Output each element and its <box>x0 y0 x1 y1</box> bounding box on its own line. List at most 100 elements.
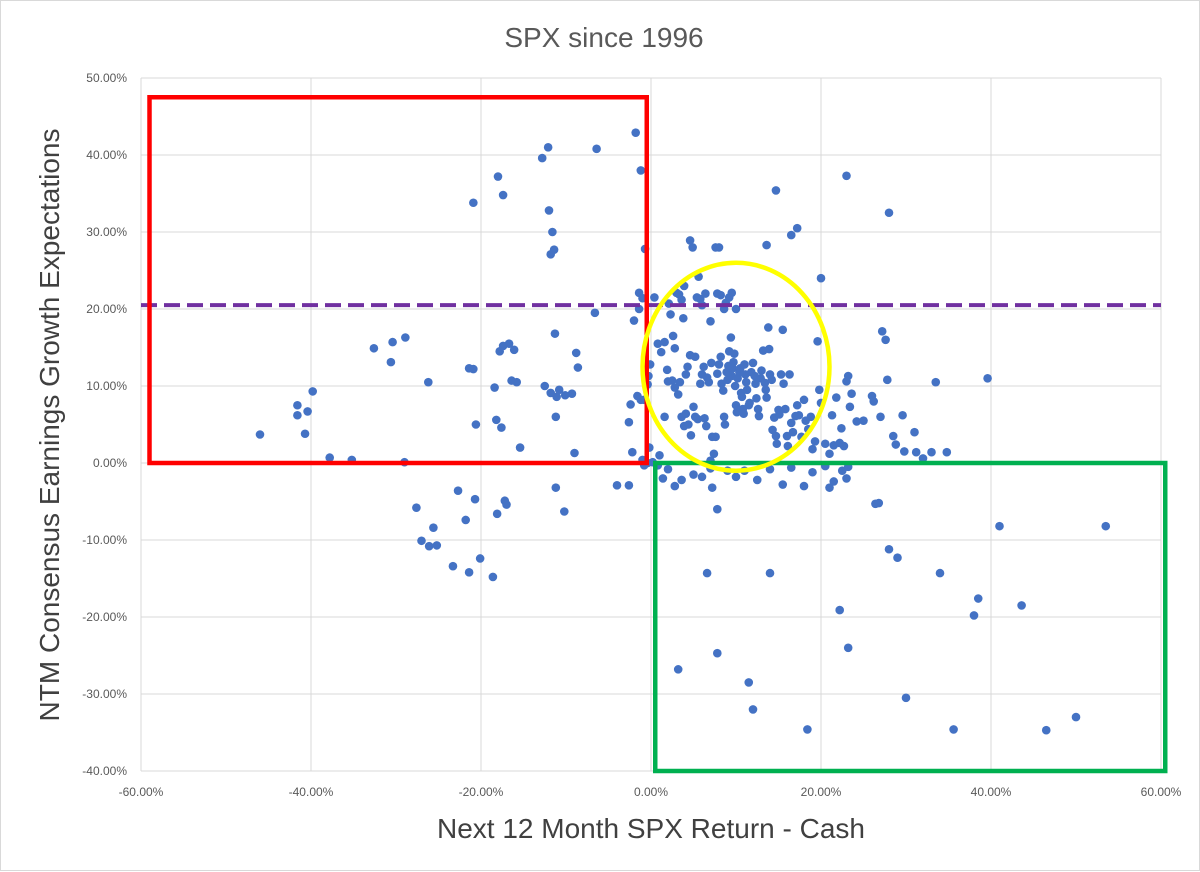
data-point <box>369 343 379 353</box>
x-tick-label: 40.00% <box>971 785 1012 799</box>
data-point <box>634 288 644 298</box>
data-point <box>753 404 763 414</box>
data-point <box>883 375 892 385</box>
data-point <box>549 245 559 255</box>
data-point <box>303 407 312 416</box>
data-point <box>829 477 839 486</box>
data-point <box>973 594 983 603</box>
data-point <box>690 352 700 362</box>
data-point <box>827 410 837 420</box>
data-point <box>778 325 788 335</box>
data-point <box>714 243 724 252</box>
data-point <box>742 385 752 395</box>
data-point <box>590 308 600 318</box>
data-point <box>847 389 856 399</box>
data-point <box>741 377 751 387</box>
data-point <box>888 431 898 441</box>
data-point <box>726 333 736 342</box>
data-point <box>893 553 902 563</box>
data-point <box>1017 601 1026 610</box>
data-point <box>424 377 433 387</box>
data-point <box>453 486 463 496</box>
data-point <box>740 360 749 369</box>
y-tick-label: 20.00% <box>86 302 127 316</box>
data-point <box>825 449 834 459</box>
data-point <box>842 474 851 483</box>
data-point <box>731 304 741 314</box>
data-point <box>799 481 809 491</box>
data-point <box>911 447 921 457</box>
data-point <box>762 393 771 402</box>
data-point <box>709 449 719 459</box>
data-point <box>592 144 601 154</box>
data-point <box>729 357 738 367</box>
data-point <box>704 377 714 387</box>
data-point <box>751 379 760 388</box>
data-point <box>752 475 762 485</box>
data-point <box>502 500 511 509</box>
data-point <box>401 333 410 342</box>
data-point <box>720 420 730 429</box>
data-point <box>628 447 637 457</box>
data-point <box>745 398 754 408</box>
data-point <box>843 371 853 381</box>
y-tick-label: -20.00% <box>82 610 127 624</box>
data-point <box>765 568 775 578</box>
data-point <box>852 417 861 426</box>
data-point <box>543 143 553 152</box>
data-point <box>633 391 642 401</box>
data-point <box>832 393 841 402</box>
data-point <box>668 331 678 341</box>
data-point <box>765 464 775 474</box>
data-point <box>775 410 784 419</box>
data-point <box>429 523 438 532</box>
x-tick-label: -20.00% <box>459 785 504 799</box>
data-point <box>983 374 992 383</box>
data-point <box>624 481 634 490</box>
data-point <box>308 387 318 396</box>
data-point <box>713 369 722 378</box>
data-point <box>808 444 817 454</box>
data-point <box>898 410 907 420</box>
data-point <box>779 379 788 388</box>
data-point <box>891 440 901 449</box>
data-point <box>843 643 853 653</box>
data-point <box>820 439 830 449</box>
x-tick-label: 60.00% <box>1141 785 1182 799</box>
data-point <box>776 370 786 379</box>
data-point <box>869 397 878 406</box>
data-point <box>1071 712 1081 722</box>
data-point <box>839 441 849 451</box>
data-point <box>810 437 820 446</box>
tick-labels: -40.00% -30.00% -20.00% -10.00% 0.00% 10.00% 2… <box>82 71 1181 799</box>
data-point <box>757 366 766 375</box>
data-point <box>475 554 485 563</box>
data-point <box>636 166 646 175</box>
data-point <box>816 273 826 283</box>
data-point <box>554 385 564 395</box>
data-point <box>686 430 696 440</box>
data-point <box>656 347 666 357</box>
data-point <box>786 418 796 428</box>
data-point <box>673 665 683 674</box>
data-point <box>701 289 710 298</box>
data-point <box>771 186 781 195</box>
data-point <box>667 376 677 385</box>
data-point <box>670 481 680 491</box>
data-point <box>748 358 758 368</box>
data-point <box>540 381 550 391</box>
data-point <box>794 410 804 420</box>
data-point <box>650 293 659 302</box>
data-point <box>492 415 501 425</box>
data-point <box>655 451 664 460</box>
data-point <box>677 475 686 485</box>
data-point <box>931 377 941 387</box>
annotation-shapes <box>141 95 1168 774</box>
data-point <box>509 345 519 355</box>
data-point <box>806 412 816 422</box>
y-tick-label: -30.00% <box>82 687 127 701</box>
data-point <box>551 412 561 422</box>
data-point <box>1101 521 1111 531</box>
data-point <box>551 483 561 492</box>
